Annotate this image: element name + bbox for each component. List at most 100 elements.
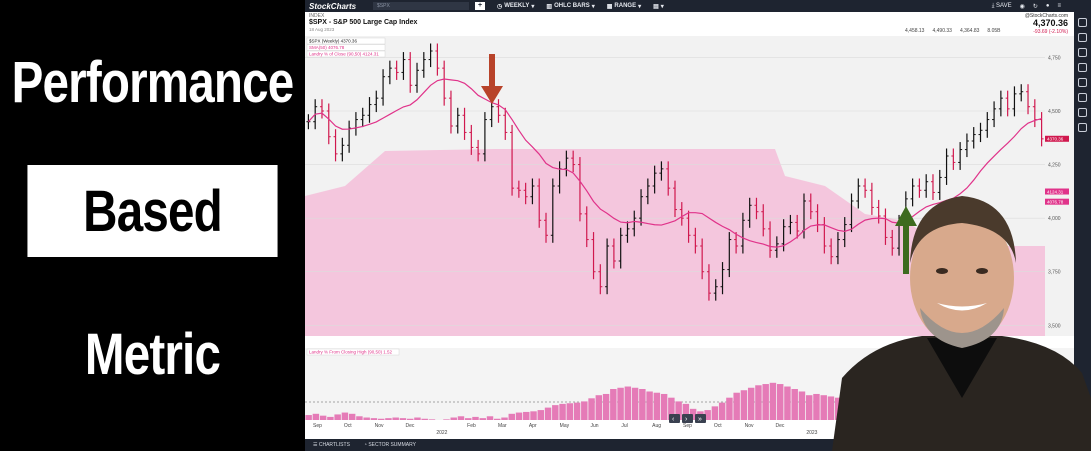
indicator-bar	[319, 415, 327, 420]
ohlc-bar	[693, 227, 698, 254]
nav-button[interactable]	[682, 414, 693, 423]
y-tick-label: 3,500	[1048, 323, 1061, 329]
indicator-bar	[537, 410, 545, 420]
ohlc-bar	[347, 120, 352, 153]
ohlc-bar	[883, 208, 888, 245]
nav-button[interactable]	[695, 414, 706, 423]
indicator-bar	[805, 395, 813, 420]
indicator-bar	[443, 419, 450, 420]
ohlc-bar	[659, 161, 664, 181]
nav-icon: ›	[685, 416, 688, 423]
indicator-bar	[588, 398, 595, 420]
sector-summary-tab[interactable]: ◔ SECTOR SUMMARY	[363, 442, 416, 448]
ohlc-bar	[605, 238, 610, 295]
indicator-bar	[668, 397, 675, 420]
refresh-icon[interactable]: ↻	[1032, 3, 1038, 10]
legend-entry: $SPX (Weekly) 4370.36	[309, 39, 357, 44]
list-icon[interactable]	[1078, 123, 1087, 132]
indicator-bar	[305, 415, 312, 420]
chart-title[interactable]: $SPX - S&P 500 Large Cap Index	[309, 19, 418, 26]
legend-entry: SMA(50) 4076.78	[309, 45, 345, 50]
ohlc-bar	[374, 90, 379, 113]
x-tick-label: Nov	[375, 423, 384, 429]
ohlc-bar	[523, 182, 528, 205]
ohlc-bar	[754, 197, 759, 220]
ohlc-bar	[333, 129, 338, 162]
ohlc-bar	[998, 90, 1003, 117]
ohlc-bar	[924, 174, 929, 198]
price-marker	[1045, 188, 1069, 195]
nav-button[interactable]	[669, 414, 680, 423]
layout-dropdown[interactable]: ▤ ▾	[653, 3, 664, 10]
high-value: 4,490.33	[932, 28, 952, 34]
low-value: 4,364.83	[959, 28, 980, 34]
indicator-bar	[595, 395, 603, 420]
indicator-bar	[689, 408, 697, 420]
ohlc-bar	[435, 43, 440, 76]
chart-type-dropdown[interactable]: ▥ OHLC BARS ▾	[546, 3, 595, 10]
sma-line	[307, 78, 1042, 248]
up-arrow-annotation	[895, 206, 917, 274]
indicator-bar	[566, 403, 574, 420]
add-chart-button[interactable]: +	[475, 2, 485, 10]
sliders-icon[interactable]	[1078, 33, 1087, 42]
indicator-bar	[798, 391, 806, 420]
price-marker-label: 4124.31	[1047, 189, 1064, 194]
ohlc-bar	[550, 178, 555, 243]
indicator-bar	[784, 386, 791, 420]
app-logo[interactable]: StockCharts	[309, 1, 357, 11]
indicator-bar	[573, 402, 581, 420]
ohlc-bar	[971, 127, 976, 149]
save-button[interactable]: ⤓ SAVE	[991, 2, 1012, 9]
range-dropdown[interactable]: ▦ RANGE ▾	[606, 3, 642, 10]
indicator-bar	[552, 405, 559, 420]
ohlc-bar	[469, 124, 474, 155]
indicator-bar	[399, 418, 407, 420]
legend-entry: Landry % of Close (90,50) 4124.31	[309, 52, 379, 57]
rocket-icon[interactable]	[1078, 78, 1087, 87]
globe-icon[interactable]	[1078, 63, 1087, 72]
symbol-search-input[interactable]: $SPX	[373, 2, 469, 10]
ohlc-bar	[462, 107, 467, 140]
down-arrow-annotation	[481, 54, 503, 104]
ohlc-bar	[577, 157, 582, 222]
trophy-icon[interactable]	[1078, 93, 1087, 102]
pencil-icon[interactable]	[1078, 48, 1087, 57]
indicator-bar	[762, 384, 769, 420]
indicator-bar	[820, 395, 827, 420]
ohlc-bar	[537, 178, 542, 228]
indicator-bar	[827, 396, 835, 420]
indicator-bar	[501, 417, 508, 420]
indicator-bar	[631, 387, 639, 420]
indicator-bar	[660, 393, 668, 420]
settings-icon[interactable]	[1078, 18, 1087, 27]
indicator-bar	[653, 392, 661, 420]
chartlists-tab[interactable]: ☰ CHARTLISTS	[313, 442, 350, 448]
eye-icon[interactable]: ◉	[1019, 3, 1025, 10]
indicator-bar	[559, 403, 566, 420]
ohlc-bar	[625, 221, 630, 243]
price-marker-label: 4370.36	[1047, 137, 1064, 142]
cloud-icon[interactable]	[1078, 108, 1087, 117]
indicator-bar	[711, 406, 719, 420]
chevron-down-icon: ▾	[638, 3, 642, 10]
indicator-bar	[530, 411, 537, 420]
ohlc-bar	[937, 169, 942, 200]
user-icon[interactable]: ●	[1045, 3, 1050, 9]
ohlc-bar	[890, 229, 895, 256]
ohlc-bar	[326, 103, 331, 145]
ohlc-bar	[1019, 84, 1024, 102]
ohlc-bar	[720, 262, 725, 295]
ohlc-bar	[856, 178, 861, 209]
y-tick-label: 4,250	[1048, 163, 1061, 169]
ohlc-bar	[917, 178, 922, 198]
period-dropdown[interactable]: ◷ WEEKLY ▾	[497, 3, 535, 10]
chevron-down-icon: ▾	[531, 3, 535, 10]
indicator-bar	[341, 412, 349, 420]
x-tick-label: Nov	[745, 423, 754, 429]
price-change: -93.69 (-2.10%)	[1033, 29, 1068, 35]
indicator-bar	[769, 382, 777, 420]
indicator-bar	[327, 416, 334, 420]
menu-icon[interactable]: ≡	[1057, 3, 1061, 9]
indicator-bar	[704, 410, 711, 420]
